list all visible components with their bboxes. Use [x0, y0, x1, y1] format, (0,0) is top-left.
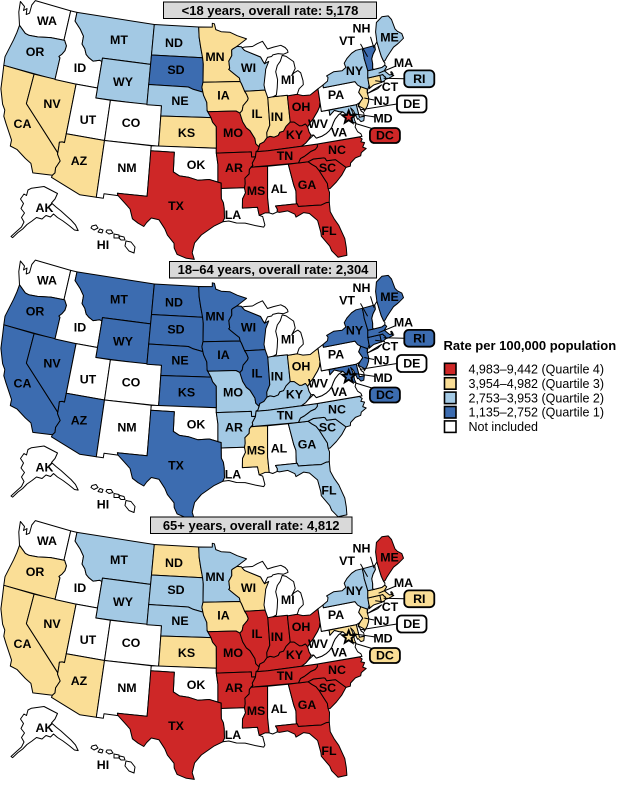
svg-text:3,954–4,982 (Quartile 3): 3,954–4,982 (Quartile 3): [469, 377, 605, 391]
svg-text:DC: DC: [376, 388, 394, 402]
svg-text:Not included: Not included: [469, 420, 539, 434]
svg-text:DE: DE: [403, 97, 420, 111]
svg-text:65+ years, overall rate: 4,81: 65+ years, overall rate: 4,812: [163, 518, 340, 533]
svg-text:Rate per 100,000 population: Rate per 100,000 population: [444, 338, 617, 353]
svg-text:4,983–9,442 (Quartile 4): 4,983–9,442 (Quartile 4): [469, 363, 605, 377]
svg-text:DE: DE: [403, 617, 420, 631]
svg-text:RI: RI: [413, 592, 425, 606]
svg-text:RI: RI: [413, 331, 425, 345]
svg-text:RI: RI: [413, 72, 425, 86]
svg-text:DC: DC: [376, 649, 394, 663]
svg-text:DC: DC: [376, 129, 394, 143]
svg-text:2,753–3,953 (Quartile 2): 2,753–3,953 (Quartile 2): [469, 391, 605, 405]
svg-text:18–64 years, overall rate: 2,: 18–64 years, overall rate: 2,304: [178, 262, 370, 277]
svg-text:<18 years, overall rate: 5,17: <18 years, overall rate: 5,178: [182, 3, 359, 18]
svg-text:DE: DE: [403, 357, 420, 371]
svg-text:1,135–2,752 (Quartile 1): 1,135–2,752 (Quartile 1): [469, 406, 605, 420]
